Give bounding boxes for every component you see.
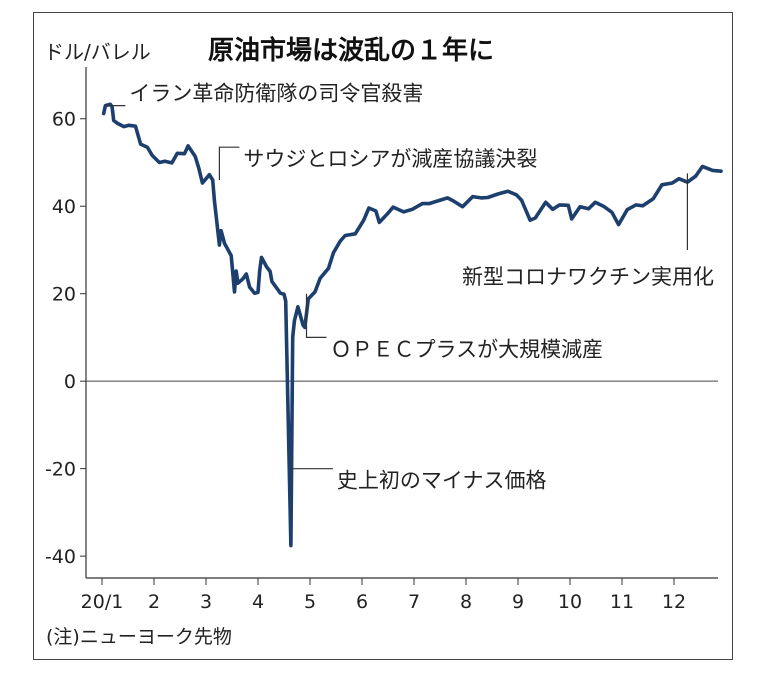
annotation-leader [218, 146, 240, 180]
y-tick-label: -20 [45, 459, 76, 481]
series [101, 102, 723, 548]
x-tick-label: 10 [558, 591, 582, 613]
annotation-leader [305, 293, 327, 338]
x-tick-label: 12 [662, 591, 686, 613]
x-tick-label: 2 [148, 591, 160, 613]
y-axis-unit-label: ドル/バレル [44, 40, 151, 64]
x-tick-label: 11 [610, 591, 634, 613]
x-tick-label: 4 [252, 591, 264, 613]
x-tick-label: 6 [356, 591, 368, 613]
source-note: (注)ニューヨーク先物 [46, 626, 232, 648]
annotation-label: 新型コロナワクチン実用化 [462, 265, 714, 289]
y-tick-label: 20 [52, 284, 76, 306]
x-tick-label: 9 [512, 591, 524, 613]
y-tick-label: 40 [52, 196, 76, 218]
price-line [101, 102, 723, 548]
y-tick-label: 60 [52, 109, 76, 131]
x-tick-label: 5 [304, 591, 316, 613]
annotation-label: イラン革命防衛隊の司令官殺害 [129, 81, 423, 105]
y-tick-labels: 60 40 20 0 -20 -40 [45, 109, 86, 568]
x-tick-label: 3 [200, 591, 212, 613]
chart-frame: ドル/バレル 原油市場は波乱の１年に 60 40 20 0 -20 -40 20/1 2 3 4… [33, 12, 733, 660]
annotations: イラン革命防衛隊の司令官殺害サウジとロシアが減産協議決裂新型コロナワクチン実用化… [105, 81, 714, 493]
x-tick-label: 7 [408, 591, 420, 613]
x-tick-label: 8 [460, 591, 472, 613]
annotation-label: サウジとロシアが減産協議決裂 [243, 147, 537, 171]
y-tick-label: 0 [64, 371, 76, 393]
chart-title: 原油市場は波乱の１年に [208, 35, 494, 66]
x-tick-label: 20/1 [81, 591, 124, 613]
x-tick-labels: 20/1 2 3 4 5 6 7 8 9 10 11 12 [81, 578, 686, 613]
annotation-label: 史上初のマイナス価格 [337, 469, 547, 493]
crude-oil-price-chart: ドル/バレル 原油市場は波乱の１年に 60 40 20 0 -20 -40 20/1 2 3 4… [44, 35, 723, 648]
annotation-label: ＯＰＥＣプラスが大規模減産 [331, 337, 604, 361]
axes [85, 67, 718, 579]
y-tick-label: -40 [45, 546, 76, 568]
